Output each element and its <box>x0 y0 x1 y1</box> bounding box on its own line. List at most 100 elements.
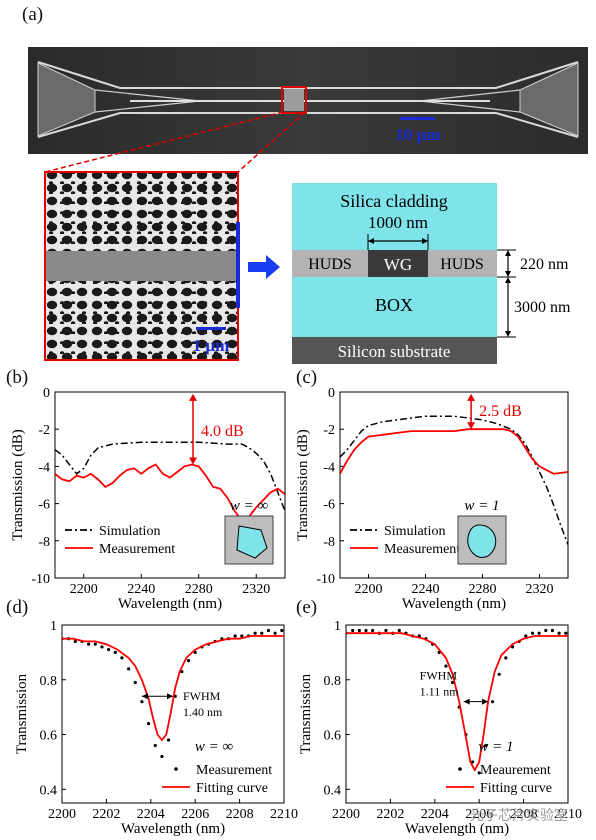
x-axis-label-d: Wavelength (nm) <box>121 821 225 837</box>
legend-marker-d <box>174 767 178 771</box>
panel-label-e: (e) <box>296 597 318 618</box>
panel-label-b: (b) <box>6 367 29 388</box>
data-point-d <box>260 631 264 635</box>
data-point-e <box>371 628 375 633</box>
panel-label-d: (d) <box>6 597 29 618</box>
fwhm-label-e: FWHM <box>420 669 458 683</box>
data-point-d <box>100 645 104 649</box>
x-tick-label-d: 2202 <box>92 807 120 822</box>
label-box: BOX <box>375 295 413 315</box>
data-point-d <box>193 650 197 654</box>
data-point-e <box>557 631 561 635</box>
data-point-e <box>477 771 481 775</box>
inset-shape-c <box>467 524 497 558</box>
data-point-d <box>146 721 151 726</box>
series-line-b-simulation <box>55 441 285 512</box>
label-huds-left: HUDS <box>308 256 352 273</box>
plot-frame-d <box>61 624 285 804</box>
y-tick-label-b: -2 <box>38 423 50 438</box>
legend-label-c: Simulation <box>384 524 445 539</box>
cross-section-diagram <box>292 183 516 364</box>
data-point-d <box>173 694 177 698</box>
x-tick-label-d: 2200 <box>48 807 76 822</box>
data-point-e <box>537 631 541 635</box>
inset-shape-b <box>236 525 268 559</box>
data-point-d <box>213 639 217 644</box>
series-line-e-fitting-curve <box>346 632 568 772</box>
x-tick-label-c: 2240 <box>412 582 440 597</box>
plot-frame-e <box>345 624 569 804</box>
x-tick-label-e: 2200 <box>332 807 360 822</box>
data-point-e <box>550 628 555 633</box>
zoom-line-right <box>237 111 306 173</box>
data-point-d <box>113 650 117 654</box>
x-tick-label-d: 2204 <box>137 807 165 822</box>
y-tick-label-c: -2 <box>323 423 335 438</box>
data-point-d <box>240 634 244 638</box>
data-point-d <box>233 634 237 638</box>
y-tick-label-e: 0.8 <box>324 674 342 689</box>
legend-label-b: Measurement <box>99 542 175 557</box>
data-point-e <box>364 628 368 633</box>
legend-label-d: Fitting curve <box>196 781 268 796</box>
data-point-d <box>140 700 144 704</box>
data-point-d <box>253 631 257 635</box>
data-point-e <box>464 732 468 737</box>
data-point-d <box>80 639 84 644</box>
chart-b: 2200 2240 2280 2320 0 -2 -4 -6 -8 -10 Wavelength (… <box>10 386 286 612</box>
series-line-d-fitting-curve <box>62 635 284 742</box>
data-point-d <box>180 669 184 674</box>
inset-label-c: w = 1 <box>464 498 499 514</box>
panel-a-figure: 10 µm 1 µm Silica cladding 1000 nm HUDS … <box>28 47 588 364</box>
y-tick-label-c: -6 <box>323 498 335 513</box>
y-tick-label-c: 0 <box>328 386 335 401</box>
y-tick-label-b: -4 <box>38 460 50 475</box>
annotation-label-c: 2.5 dB <box>479 403 522 420</box>
legend-label-b: Simulation <box>99 524 160 539</box>
plot-frame-b <box>54 391 286 579</box>
data-point-d <box>67 637 71 641</box>
y-tick-label-e: 1 <box>334 619 341 634</box>
data-point-e <box>457 705 461 709</box>
x-tick-label-b: 2240 <box>127 582 155 597</box>
data-point-e <box>544 628 548 633</box>
x-tick-label-c: 2320 <box>526 582 554 597</box>
data-point-d <box>73 639 77 644</box>
fwhm-value-d: 1.40 nm <box>183 705 223 719</box>
y-tick-label-e: 0.6 <box>324 729 342 744</box>
data-point-d <box>127 667 131 671</box>
data-point-d <box>93 642 97 646</box>
data-point-d <box>160 754 164 759</box>
x-axis-label-b: Wavelength (nm) <box>118 596 222 612</box>
series-line-b-measurement <box>55 463 285 522</box>
data-point-e <box>351 628 355 633</box>
data-point-e <box>530 631 535 635</box>
annotation-arrowheads-c <box>467 393 476 430</box>
x-tick-label-d: 2210 <box>270 807 298 822</box>
label-substrate: Silicon substrate <box>338 342 451 361</box>
y-tick-label-b: 0 <box>43 386 50 401</box>
x-tick-label-e: 2204 <box>421 807 449 822</box>
inset-box-c <box>457 515 507 565</box>
y-axis-label-c: Transmission (dB) <box>295 429 311 541</box>
y-tick-label-b: -10 <box>31 572 50 587</box>
inset-box-b <box>224 515 274 565</box>
data-point-d <box>62 637 64 641</box>
y-tick-label-e: 0.4 <box>324 783 342 798</box>
label-thickness-top: 220 nm <box>520 256 569 273</box>
label-huds-right: HUDS <box>440 256 484 273</box>
y-tick-label-c: -8 <box>323 535 335 550</box>
data-point-e <box>497 672 501 676</box>
legend-marker-e <box>458 767 462 771</box>
x-tick-label-b: 2320 <box>242 582 270 597</box>
data-point-e <box>346 631 348 635</box>
fwhm-label-d: FWHM <box>183 689 221 703</box>
data-point-d <box>153 743 157 748</box>
data-point-e <box>437 650 441 654</box>
plot-frame-c <box>339 391 569 579</box>
data-point-d <box>273 631 277 635</box>
zoom-line-left <box>44 111 284 173</box>
data-point-d <box>266 628 271 633</box>
scale-bar-main-label: 10 µm <box>395 125 440 144</box>
fwhm-value-e: 1.11 nm <box>420 685 460 699</box>
